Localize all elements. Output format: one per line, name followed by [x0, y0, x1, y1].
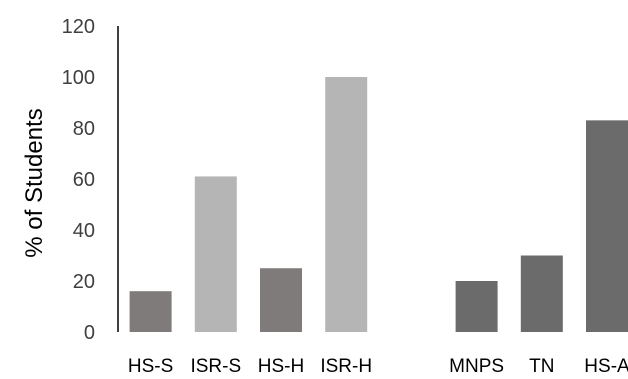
- x-category-labels: HS-S ISR-S HS-H ISR-H MNPS TN HS-A: [128, 356, 628, 377]
- y-tick-label: 80: [73, 118, 95, 140]
- bars: [129, 77, 628, 332]
- y-tick-labels: 0 20 40 60 80 100 120: [62, 16, 95, 344]
- x-label-hs-a: HS-A: [584, 356, 628, 377]
- bar-isr-s: [194, 176, 237, 332]
- bar-mnps: [455, 281, 498, 332]
- y-tick-label: 20: [73, 271, 95, 293]
- bar-tn: [520, 255, 563, 332]
- x-label-hs-h: HS-H: [258, 356, 304, 377]
- bar-hs-h: [260, 268, 302, 332]
- bar-hs-s: [129, 291, 172, 332]
- bar-hs-a: [586, 120, 628, 332]
- x-label-tn: TN: [529, 356, 554, 377]
- y-tick-label: 60: [73, 169, 95, 191]
- y-tick-label: 0: [84, 322, 95, 344]
- bar-isr-h: [325, 77, 368, 332]
- y-tick-label: 120: [62, 16, 95, 38]
- y-axis-title: % of Students: [21, 108, 48, 257]
- x-label-isr-s: ISR-S: [190, 356, 241, 377]
- x-label-isr-h: ISR-H: [320, 356, 372, 377]
- y-tick-label: 100: [62, 67, 95, 89]
- y-tick-label: 40: [73, 220, 95, 242]
- x-label-hs-s: HS-S: [128, 356, 173, 377]
- x-label-mnps: MNPS: [449, 356, 504, 377]
